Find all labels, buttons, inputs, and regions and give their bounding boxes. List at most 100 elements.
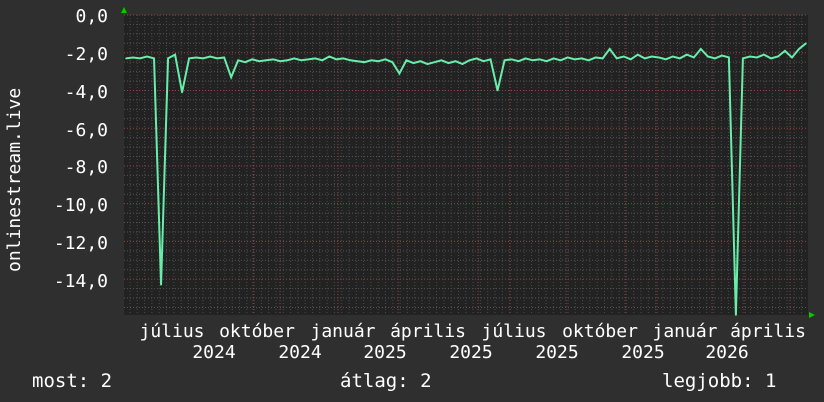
data-point [643, 57, 646, 60]
data-point [700, 48, 702, 50]
data-point [580, 57, 583, 60]
data-point [770, 57, 772, 60]
data-point [286, 59, 289, 62]
data-point [657, 56, 660, 59]
data-point [398, 72, 401, 75]
x-tick-year: 2024 [192, 342, 235, 363]
data-point [300, 59, 303, 62]
data-point [538, 58, 541, 61]
data-point [664, 58, 667, 61]
data-point [279, 60, 282, 63]
x-tick-year: 2024 [278, 342, 321, 363]
data-point [132, 56, 134, 59]
y-axis: 0,0 -2,0 -4,0 -6,0 -8,0 -10,0 -12,0 -14,… [54, 6, 108, 292]
data-point [763, 53, 765, 56]
y-axis-arrow-icon [121, 7, 127, 13]
data-point [636, 53, 639, 56]
data-point [784, 50, 786, 52]
data-point [272, 58, 275, 61]
data-point [426, 63, 429, 65]
data-point [230, 76, 232, 79]
data-point [608, 48, 611, 50]
data-point [679, 57, 681, 60]
data-point [475, 57, 478, 60]
y-tick: -14,0 [54, 271, 108, 292]
x-tick-year: 2026 [705, 342, 748, 363]
data-point [714, 57, 716, 60]
data-point [307, 58, 310, 61]
x-tick-month: április [730, 321, 806, 342]
data-point [735, 314, 737, 316]
data-point [601, 57, 604, 60]
data-point [749, 55, 751, 58]
y-tick: -6,0 [65, 120, 108, 141]
data-point [594, 56, 597, 59]
x-tick-month: július [481, 321, 546, 342]
data-point [412, 62, 415, 64]
data-point [370, 59, 373, 62]
x-tick-year: 2025 [621, 342, 664, 363]
grid [124, 14, 808, 315]
data-point [482, 60, 485, 63]
data-point [454, 60, 457, 63]
data-point [489, 58, 492, 61]
data-point [216, 57, 218, 60]
data-point [405, 59, 408, 62]
y-tick: -2,0 [65, 44, 108, 65]
series-line [125, 42, 807, 316]
data-point [202, 57, 204, 60]
data-point [181, 91, 183, 94]
data-point [559, 59, 562, 62]
x-tick-year: 2025 [535, 342, 578, 363]
data-point [573, 58, 576, 61]
y-tick: -4,0 [65, 82, 108, 103]
x-tick-month: január [310, 321, 375, 342]
x-tick-year: 2025 [449, 342, 492, 363]
x-tick-month: október [219, 321, 295, 342]
data-points [125, 42, 807, 316]
data-point [209, 55, 211, 58]
data-point [791, 56, 793, 59]
data-point [686, 53, 688, 56]
data-point [440, 59, 443, 62]
data-point [153, 57, 155, 60]
data-point [391, 61, 394, 63]
data-point [265, 59, 268, 62]
data-point [545, 60, 548, 63]
data-point [468, 59, 471, 62]
y-tick: -10,0 [54, 195, 108, 216]
data-point [363, 61, 366, 63]
data-point [552, 57, 555, 60]
y-axis-label: onlinestream.live [4, 88, 25, 272]
data-point [672, 55, 674, 58]
data-point [342, 57, 345, 60]
data-point [356, 60, 359, 63]
x-tick-month: április [390, 321, 466, 342]
data-point [798, 48, 800, 50]
data-point [237, 59, 239, 62]
data-point [377, 60, 380, 63]
data-point [622, 55, 625, 58]
data-point [419, 60, 422, 63]
data-point [335, 58, 338, 61]
data-point [629, 58, 632, 61]
x-axis: július október január április július okt… [139, 321, 805, 363]
data-point [251, 58, 253, 61]
data-point [258, 60, 260, 63]
data-point [524, 57, 527, 60]
data-point [531, 59, 534, 62]
data-point [805, 42, 807, 45]
x-tick-month: január [652, 321, 717, 342]
data-point [195, 56, 197, 59]
data-point [496, 89, 499, 92]
data-point [139, 57, 141, 60]
y-tick: 0,0 [75, 6, 108, 27]
data-point [321, 59, 324, 62]
data-point [587, 59, 590, 62]
data-point [314, 57, 317, 60]
data-point [693, 56, 695, 59]
data-point [503, 59, 506, 62]
data-point [461, 63, 464, 65]
legend-best: legjobb: 1 [662, 370, 777, 392]
